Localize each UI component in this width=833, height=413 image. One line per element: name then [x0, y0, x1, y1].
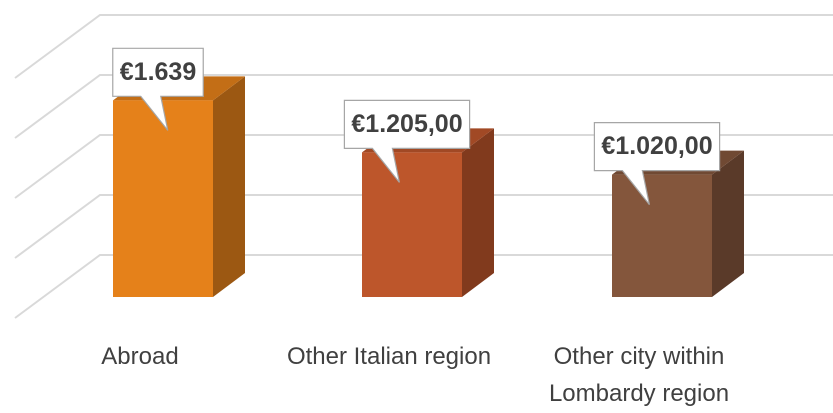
- grid-line: [14, 14, 833, 79]
- grid-line: [14, 74, 833, 139]
- data-label: €1.639: [120, 58, 196, 86]
- bar-side: [213, 76, 245, 297]
- bar-side: [462, 128, 494, 297]
- data-label: €1.205,00: [351, 110, 462, 138]
- x-tick-label: Abroad: [101, 343, 179, 370]
- data-label-callout: [343, 99, 471, 183]
- grid-line: [14, 134, 833, 199]
- bar: [113, 100, 213, 297]
- x-tick-label: Other city within Lombardy region: [548, 343, 730, 407]
- data-label-callout: [112, 47, 204, 131]
- bar: [362, 152, 462, 297]
- x-tick-label: Other Italian region: [286, 343, 492, 370]
- callout-box: [343, 99, 471, 183]
- grid-line: [14, 254, 833, 319]
- grid-line: [14, 194, 833, 259]
- bar: [612, 174, 712, 297]
- data-label: €1.020,00: [601, 132, 712, 160]
- callout-box: [112, 47, 204, 131]
- data-label-callout: [593, 122, 721, 205]
- callout-box: [593, 122, 721, 205]
- bar-side: [712, 150, 744, 297]
